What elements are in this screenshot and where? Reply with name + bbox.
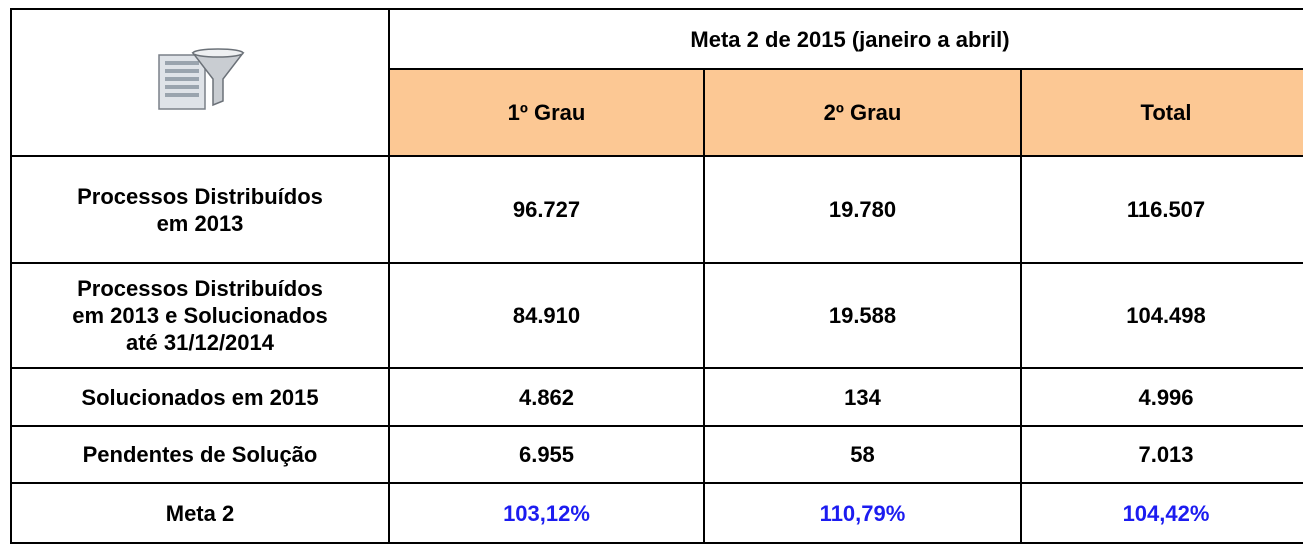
cell: 7.013 xyxy=(1020,425,1303,484)
row-label-line: Solucionados em 2015 xyxy=(81,384,319,410)
row-label: Meta 2 xyxy=(10,482,390,544)
cell: 19.588 xyxy=(703,262,1022,369)
cell: 4.862 xyxy=(388,367,705,427)
table-row: Processos Distribuídos em 2013 e Solucion… xyxy=(10,262,1303,369)
table-row: Meta 2 103,12% 110,79% 104,42% xyxy=(10,482,1303,544)
row-label: Processos Distribuídos em 2013 xyxy=(10,155,390,264)
data-table: Meta 2 de 2015 (janeiro a abril) 1º Grau 2… xyxy=(10,8,1303,544)
cell: 6.955 xyxy=(388,425,705,484)
cell: 103,12% xyxy=(388,482,705,544)
row-label-line: em 2013 e Solucionados xyxy=(72,303,328,328)
cell: 134 xyxy=(703,367,1022,427)
row-label: Pendentes de Solução xyxy=(10,425,390,484)
cell: 4.996 xyxy=(1020,367,1303,427)
row-label-line: Pendentes de Solução xyxy=(82,442,318,467)
row-label: Processos Distribuídos em 2013 e Solucion… xyxy=(10,262,390,369)
row-label-line: Meta 2 xyxy=(165,500,235,526)
row-label-line: Processos Distribuídos xyxy=(77,276,323,301)
column-header: 1º Grau xyxy=(388,68,705,157)
filter-icon xyxy=(158,47,245,110)
column-header: Total xyxy=(1020,68,1303,157)
column-header: 2º Grau xyxy=(703,68,1022,157)
table-title: Meta 2 de 2015 (janeiro a abril) xyxy=(388,8,1303,70)
row-label-line: em 2013 xyxy=(156,210,244,236)
header-row: Meta 2 de 2015 (janeiro a abril) xyxy=(10,8,1303,157)
row-label: Solucionados em 2015 xyxy=(10,367,390,427)
cell: 104,42% xyxy=(1020,482,1303,544)
table-row: Solucionados em 2015 4.862 134 4.996 xyxy=(10,367,1303,427)
column-header-row: 1º Grau 2º Grau Total xyxy=(11,68,1303,157)
table-row: Processos Distribuídos em 2013 96.727 19.78… xyxy=(10,155,1303,264)
cell: 110,79% xyxy=(703,482,1022,544)
cell: 58 xyxy=(703,425,1022,484)
cell: 96.727 xyxy=(388,155,705,264)
table-row: Pendentes de Solução 6.955 58 7.013 xyxy=(10,425,1303,484)
cell: 104.498 xyxy=(1020,262,1303,369)
row-label-line: Processos Distribuídos xyxy=(77,183,323,209)
icon-cell xyxy=(10,8,390,157)
cell: 116.507 xyxy=(1020,155,1303,264)
row-label-line: até 31/12/2014 xyxy=(125,330,275,355)
cell: 19.780 xyxy=(703,155,1022,264)
cell: 84.910 xyxy=(388,262,705,369)
